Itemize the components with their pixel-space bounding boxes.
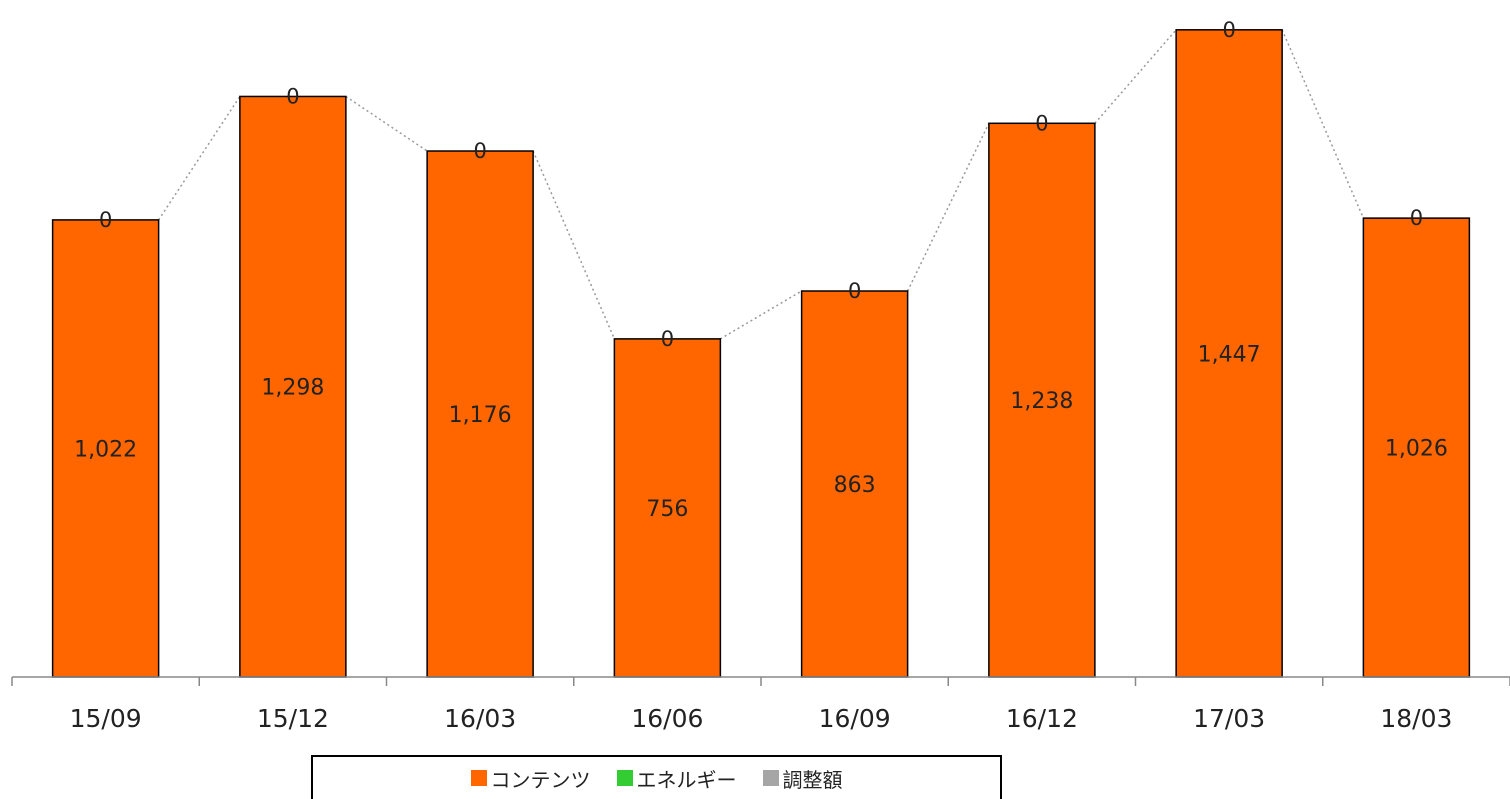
data-label-15-12: 1,298 [261,376,324,401]
bar-0-15-12 [239,95,347,678]
total-label-16-09: 0 [848,279,861,303]
bar-0-16-09 [800,290,909,678]
bar-0-16-06 [613,338,722,678]
bar-0-18-03 [1362,217,1471,678]
legend-swatch-energy [616,770,633,786]
x-axis: 15/09 15/12 16/03 16/06 16/09 16/12 17/03 18/03 [11,676,1510,733]
data-label-17-03: 1,447 [1198,342,1261,367]
legend-label-contents: コンテンツ [490,767,591,792]
total-label-18-03: 0 [1410,206,1423,230]
x-tick-label-15-09: 15/09 [70,704,142,733]
bar-0-15-09 [51,219,160,678]
data-label-18-03: 1,026 [1385,437,1448,462]
data-label-16-12: 1,238 [1010,389,1073,414]
x-tick-label-16-09: 16/09 [819,704,891,733]
total-label-16-03: 0 [473,139,486,163]
bar-0-16-12 [988,122,1096,678]
legend-swatch-contents [470,770,487,786]
data-label-16-09: 863 [834,473,876,498]
data-label-16-03: 1,176 [449,403,512,428]
data-labels-layer: 1,022 0 1,298 0 1,176 0 756 0 863 0 1,238 0 1,447 0 1,… [74,18,1448,522]
legend-item-adjustment: 調整額 [762,764,843,793]
legend: コンテンツ エネルギー 調整額 [311,755,1002,799]
total-label-15-09: 0 [99,208,112,232]
legend-item-contents: コンテンツ [470,764,591,793]
data-label-15-09: 1,022 [74,437,137,462]
chart-canvas: 1,022 0 1,298 0 1,176 0 756 0 863 0 1,238 0 1,447 0 1,… [11,18,1510,733]
data-label-16-06: 756 [646,497,688,522]
legend-label-adjustment: 調整額 [782,767,843,792]
legend-item-energy: エネルギー [616,764,737,793]
total-label-15-12: 0 [286,84,299,108]
x-tick-label-18-03: 18/03 [1380,704,1452,733]
legend-swatch-adjustment [762,770,779,786]
legend-label-energy: エネルギー [636,767,737,792]
total-label-17-03: 0 [1222,18,1235,42]
total-label-16-12: 0 [1035,111,1048,135]
bar-0-16-03 [426,150,534,678]
x-tick-label-17-03: 17/03 [1193,704,1265,733]
x-tick-label-16-12: 16/12 [1006,704,1078,733]
total-label-16-06: 0 [661,327,674,351]
x-tick-label-16-06: 16/06 [631,704,703,733]
bars-layer [51,29,1471,678]
x-tick-label-15-12: 15/12 [257,704,329,733]
x-tick-label-16-03: 16/03 [444,704,516,733]
